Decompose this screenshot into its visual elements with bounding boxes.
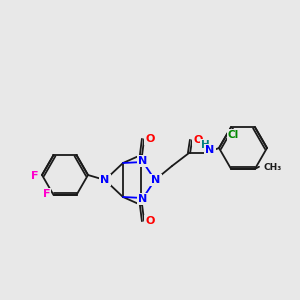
Text: N: N <box>152 175 160 185</box>
Text: F: F <box>31 171 39 181</box>
Text: CH₃: CH₃ <box>264 163 282 172</box>
Text: F: F <box>43 189 50 199</box>
Text: Cl: Cl <box>227 130 239 140</box>
Text: H: H <box>201 140 209 150</box>
Text: O: O <box>145 216 155 226</box>
Text: N: N <box>206 145 214 155</box>
Text: O: O <box>145 134 155 144</box>
Text: N: N <box>138 156 148 166</box>
Text: N: N <box>138 194 148 204</box>
Text: N: N <box>100 175 109 185</box>
Text: O: O <box>193 135 203 145</box>
